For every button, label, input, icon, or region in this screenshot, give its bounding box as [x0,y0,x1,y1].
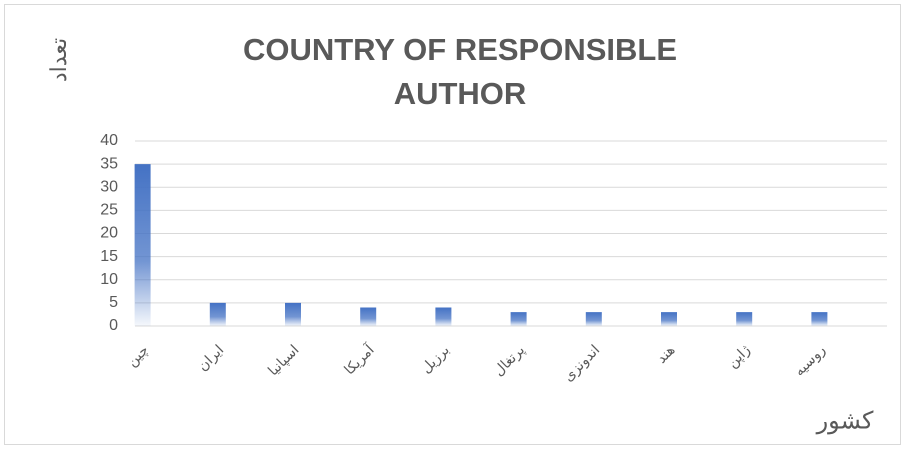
x-tick-label: اندونزی [560,341,603,384]
bar [134,164,151,326]
x-axis-label: کشور [816,407,874,434]
y-tick-label: 10 [100,271,118,288]
y-tick-label: 25 [100,202,118,219]
chart-title: COUNTRY OF RESPONSIBLE AUTHOR [242,32,678,111]
y-tick-label: 30 [100,178,118,195]
y-tick-label: 40 [100,132,118,149]
bar [285,302,301,326]
y-tick-label: 0 [109,317,118,334]
chart-frame [4,4,901,445]
x-tick-label: چین [123,341,152,370]
y-tick-label: 5 [109,294,118,311]
x-tick-label: روسیه [791,341,829,379]
x-tick-label: ژاپن [724,341,754,371]
x-tick-label: پرتغال [490,341,528,379]
x-tick-label: ایران [194,341,227,374]
x-tick-label: برزیل [418,341,453,376]
bar [736,312,753,326]
y-tick-label: 15 [100,248,118,265]
bar [585,312,602,326]
bar [510,312,527,326]
y-tick-label: 35 [100,155,118,172]
bar [435,307,452,326]
y-axis-label: تعداد [46,38,71,82]
bar [360,307,377,326]
x-tick-label: آمریکا [340,340,378,378]
bar [811,312,828,326]
bar [209,302,226,326]
x-tick-label: اسپانیا [265,341,303,379]
x-tick-label: هند [653,341,678,366]
y-tick-label: 20 [100,225,118,242]
bar [661,312,677,326]
